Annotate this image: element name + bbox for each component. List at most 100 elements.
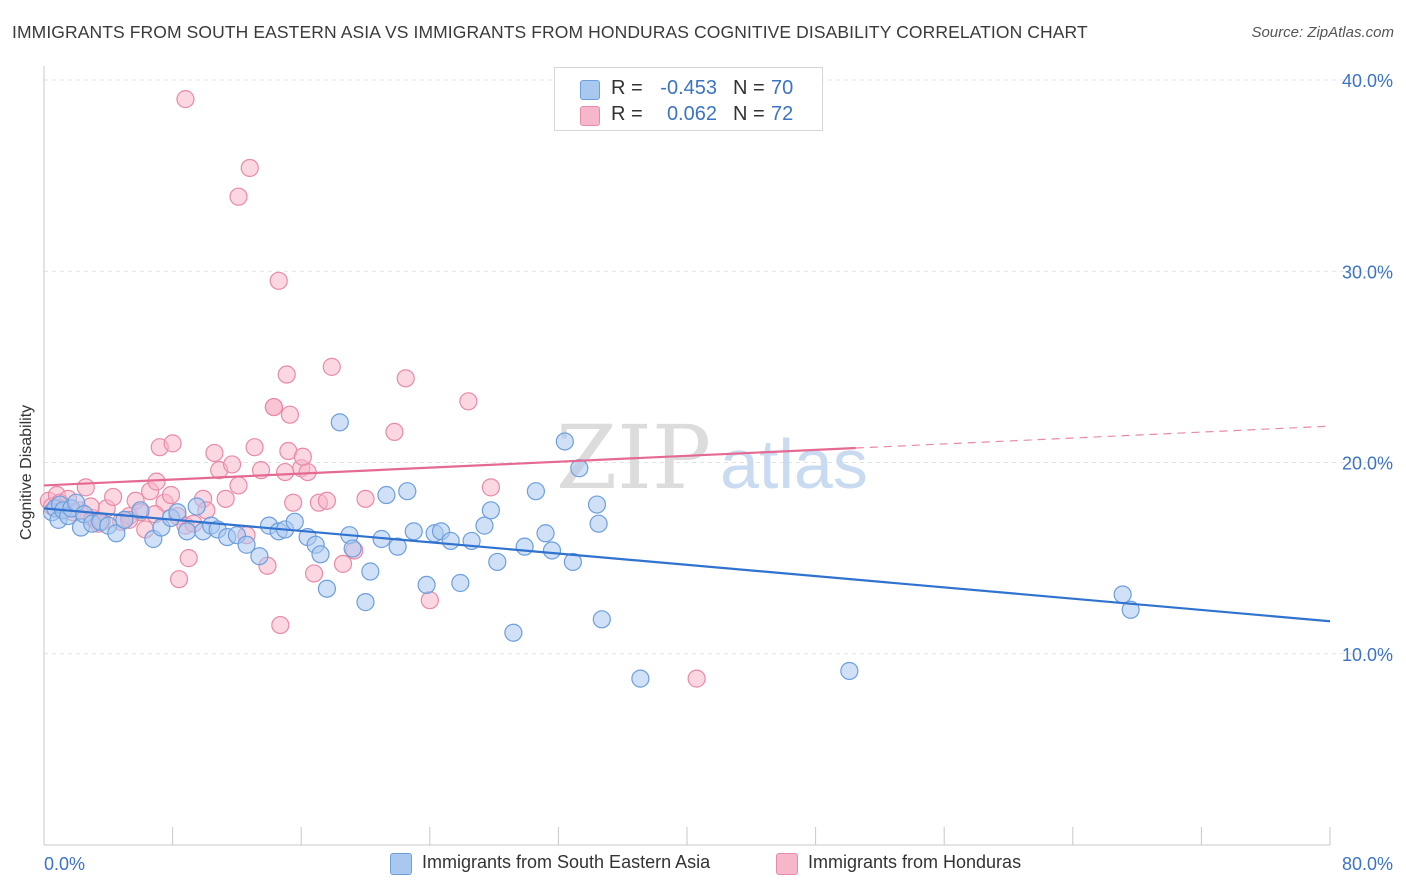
legend-n-label: N = xyxy=(733,103,765,125)
data-point xyxy=(187,497,206,516)
data-point xyxy=(526,482,545,501)
chart-title: IMMIGRANTS FROM SOUTH EASTERN ASIA VS IM… xyxy=(12,22,1088,42)
legend-swatch-pink xyxy=(580,106,600,126)
y-tick-label: 30.0% xyxy=(1342,262,1393,282)
data-point xyxy=(205,443,224,463)
series-legend: Immigrants from South Eastern Asia Immig… xyxy=(0,852,1406,878)
data-point xyxy=(570,459,589,478)
data-point xyxy=(488,552,507,572)
legend-row-south-eastern-asia: R = -0.453 N = 70 xyxy=(555,77,822,103)
y-tick-label: 40.0% xyxy=(1342,71,1393,91)
data-point xyxy=(330,413,349,432)
data-point xyxy=(441,531,460,551)
data-point xyxy=(285,512,304,531)
data-point xyxy=(276,462,295,482)
trend-line-dashed xyxy=(855,425,1331,449)
legend-r-value: -0.453 xyxy=(660,77,717,99)
trend-line-solid xyxy=(43,507,1331,623)
data-point xyxy=(161,485,181,505)
watermark: ZIP atlas xyxy=(556,406,868,509)
data-point xyxy=(1113,585,1132,604)
data-point xyxy=(271,615,290,635)
x-tick-label-max: 80.0% xyxy=(1342,854,1393,874)
correlation-legend: R = -0.453 N = 70 R = 0.062 N = 72 xyxy=(554,67,823,131)
trend-lines xyxy=(43,425,1331,623)
data-point xyxy=(459,392,478,411)
data-point xyxy=(317,491,337,510)
data-point xyxy=(504,623,523,642)
data-point xyxy=(404,522,423,541)
data-point xyxy=(343,539,362,558)
data-point xyxy=(555,432,574,451)
legend-n-value: 70 xyxy=(771,77,794,99)
data-point xyxy=(420,591,439,610)
data-point xyxy=(396,369,415,388)
data-point xyxy=(222,455,242,474)
data-point xyxy=(163,434,182,453)
source-label: Source: ZipAtlas.com xyxy=(1251,24,1394,41)
axes xyxy=(43,66,1331,846)
data-point xyxy=(179,549,198,568)
watermark-atlas: atlas xyxy=(720,425,868,503)
data-point xyxy=(481,501,500,520)
data-point xyxy=(177,522,197,541)
data-point xyxy=(417,575,436,595)
data-point xyxy=(840,661,859,681)
data-point xyxy=(333,554,353,573)
legend-row-honduras: R = 0.062 N = 72 xyxy=(555,103,822,129)
data-point xyxy=(304,564,324,583)
x-tick-label-min: 0.0% xyxy=(44,854,85,874)
data-point xyxy=(687,669,706,688)
data-point xyxy=(563,552,582,572)
y-tick-label: 20.0% xyxy=(1342,454,1393,474)
data-point xyxy=(1121,600,1140,619)
data-point xyxy=(451,573,470,593)
data-point xyxy=(76,478,95,497)
legend-r-label: R = xyxy=(611,77,643,99)
data-point xyxy=(388,537,407,556)
data-point xyxy=(592,610,611,629)
data-point xyxy=(536,524,555,543)
data-point xyxy=(361,562,380,581)
data-point xyxy=(229,187,248,206)
data-point xyxy=(322,357,341,376)
data-point xyxy=(542,541,562,560)
y-tick-label: 10.0% xyxy=(1342,645,1393,665)
data-point xyxy=(385,422,404,441)
data-point xyxy=(589,514,608,533)
data-point xyxy=(104,487,123,507)
data-point xyxy=(284,493,303,512)
data-point xyxy=(356,593,375,612)
series-south-eastern-asia-points xyxy=(42,413,1140,688)
legend-label: Immigrants from Honduras xyxy=(808,852,1022,872)
data-point xyxy=(245,438,264,457)
y-tick-labels: 10.0% 20.0% 30.0% 40.0% xyxy=(1342,71,1393,665)
legend-n-value: 72 xyxy=(771,103,794,125)
data-point xyxy=(277,365,296,384)
data-point xyxy=(356,489,375,508)
data-point xyxy=(169,570,189,589)
legend-label: Immigrants from South Eastern Asia xyxy=(422,852,711,872)
data-point xyxy=(229,476,248,495)
data-point xyxy=(269,271,288,290)
data-point xyxy=(515,537,534,556)
data-point xyxy=(237,535,256,554)
data-point xyxy=(398,482,417,501)
data-point xyxy=(240,158,259,178)
data-point xyxy=(168,503,187,522)
data-point xyxy=(475,516,494,535)
data-point xyxy=(311,545,330,564)
data-point xyxy=(107,524,126,543)
data-point xyxy=(264,397,283,417)
data-point xyxy=(377,485,396,505)
legend-r-label: R = xyxy=(611,103,643,125)
data-point xyxy=(293,447,312,466)
data-point xyxy=(250,547,269,566)
legend-swatch-blue xyxy=(580,80,600,100)
data-point xyxy=(631,669,650,688)
trend-line-solid xyxy=(43,446,856,487)
data-point xyxy=(216,489,235,508)
data-point xyxy=(587,495,607,514)
y-axis-label: Cognitive Disability xyxy=(18,404,35,540)
